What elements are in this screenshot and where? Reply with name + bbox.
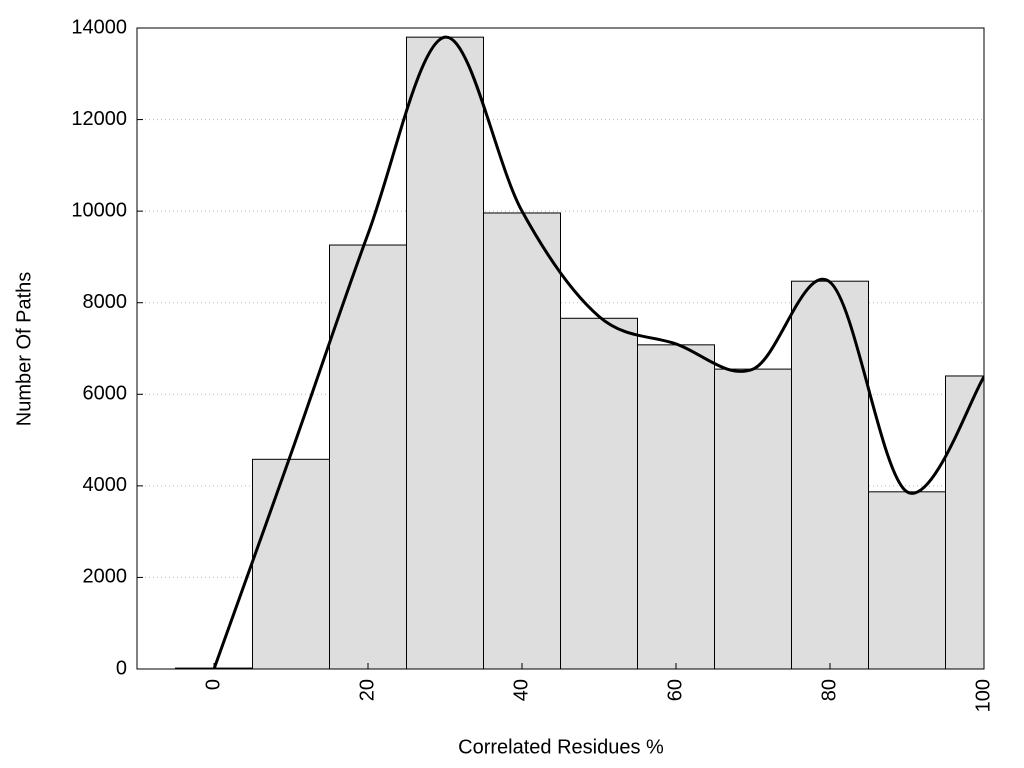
bar (868, 491, 946, 669)
y-tick-label: 0 (116, 657, 127, 679)
x-tick-label: 0 (202, 679, 224, 690)
x-tick-label: 40 (510, 679, 532, 701)
y-tick-label: 10000 (71, 199, 127, 221)
y-tick-label: 12000 (71, 108, 127, 130)
bar (714, 368, 792, 669)
bar (406, 36, 484, 669)
y-tick-label: 4000 (83, 474, 128, 496)
bar (329, 244, 407, 669)
x-tick-label: 100 (972, 679, 994, 712)
plot-frame (136, 27, 985, 670)
bar (637, 344, 715, 669)
y-tick-label: 8000 (83, 291, 128, 313)
bar (791, 280, 869, 669)
x-tick-label: 80 (818, 679, 840, 701)
y-tick-label: 2000 (83, 566, 128, 588)
y-axis-label: Number Of Paths (13, 272, 35, 427)
y-tick-label: 14000 (71, 16, 127, 38)
bar (560, 317, 638, 669)
bar (945, 375, 984, 669)
density-curve (212, 35, 984, 669)
bar (252, 458, 330, 669)
x-tick-label: 20 (356, 679, 378, 701)
x-axis-label: Correlated Residues % (458, 736, 664, 758)
x-tick-label: 60 (664, 679, 686, 701)
y-tick-label: 6000 (83, 383, 128, 405)
bar (483, 212, 561, 669)
